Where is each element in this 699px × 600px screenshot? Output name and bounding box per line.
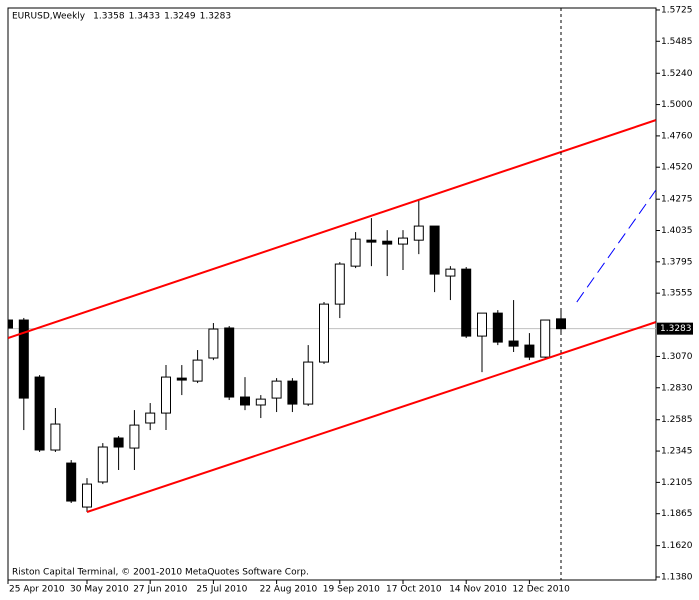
price-label: 1.3283 [660,324,692,334]
x-tick-label: 25 Apr 2010 [9,585,65,595]
x-tick-label: 17 Oct 2010 [386,585,442,595]
candle-body [18,319,29,399]
candle-body [82,483,92,508]
candle-body [129,424,140,449]
candle-body [97,446,108,483]
y-tick-label: 1.1380 [661,572,693,582]
candle-body [8,319,13,329]
candle-body [176,377,187,381]
header-open: 1.3358 [93,12,125,22]
candle-body [161,376,171,414]
x-tick-label: 14 Nov 2010 [449,585,507,595]
candle-body [34,376,45,451]
candle-body [240,396,250,406]
trend-line [86,321,656,513]
y-tick-label: 1.2345 [661,447,693,457]
y-tick-label: 1.4035 [661,226,693,236]
candle-body [445,268,456,277]
candle-body [255,398,266,406]
y-tick-label: 1.1620 [661,541,693,551]
candle-body [50,423,61,451]
symbol-title: EURUSD,Weekly [12,12,86,22]
candle-body [382,240,393,245]
candle-body [66,462,77,502]
y-tick-label: 1.1865 [661,509,693,519]
y-tick-label: 1.3555 [661,289,693,299]
candle-body [413,225,424,241]
candle-body [145,412,156,424]
y-tick-label: 1.3070 [661,352,693,362]
trend-line [8,119,656,339]
x-tick-label: 12 Dec 2010 [512,585,570,595]
candle-body [429,225,440,275]
x-tick-label: 27 Jun 2010 [133,585,187,595]
plot-layer [8,119,656,513]
candle-body [287,380,298,405]
candle-body [524,344,535,358]
y-tick-label: 1.5725 [661,5,693,15]
candle-body [398,237,408,245]
candle-body [366,239,377,243]
candle-body [224,327,235,398]
plot-frame [7,7,657,581]
y-tick-label: 1.2105 [661,478,693,488]
candle-body [319,303,329,363]
header-close: 1.3283 [200,12,232,22]
candle-body [192,359,203,382]
y-tick-label: 1.2830 [661,383,693,393]
y-tick-label: 1.4760 [661,131,693,141]
candle-body [271,380,282,399]
price-label-box [657,322,693,335]
x-tick-label: 22 Aug 2010 [260,585,318,595]
trend-line [576,189,656,303]
x-tick-label: 25 Jul 2010 [196,585,247,595]
x-tick-label: 30 May 2010 [70,585,129,595]
y-tick-label: 1.2585 [661,415,693,425]
candle-body [208,328,219,359]
x-tick-label: 19 Sep 2010 [323,585,380,595]
candle-body [508,340,519,347]
y-tick-label: 1.4520 [661,163,693,173]
candle-body [334,263,345,305]
candle-body [350,238,361,267]
footer: Riston Capital Terminal, © 2001-2010 Met… [12,568,309,578]
y-tick-label: 1.5240 [661,69,693,79]
candle-body [540,319,551,358]
candle-body [461,268,472,337]
header-high: 1.3433 [129,12,161,22]
y-tick-label: 1.5000 [661,100,693,110]
y-tick-label: 1.4275 [661,195,693,205]
y-tick-label: 1.5485 [661,37,693,47]
candle-body [477,312,487,337]
candle-body [113,437,124,448]
candle-body [303,361,314,405]
y-tick-label: 1.3795 [661,257,693,267]
header-low: 1.3249 [164,12,196,22]
candle-body [492,312,503,343]
